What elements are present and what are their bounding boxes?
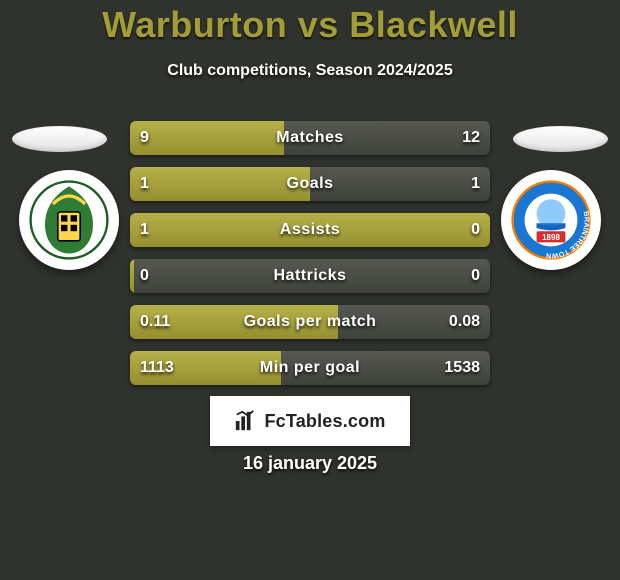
bar-segment-right — [134, 259, 490, 293]
bar-value-right: 0.08 — [449, 305, 480, 339]
bar-segment-left — [130, 213, 490, 247]
chart-icon — [234, 410, 256, 432]
bar-value-left: 1 — [140, 213, 149, 247]
stat-bar-row: Hattricks00 — [130, 259, 490, 293]
page-title: Warburton vs Blackwell — [0, 4, 620, 46]
bar-value-right: 12 — [462, 121, 480, 155]
bar-value-right: 1538 — [444, 351, 480, 385]
stat-bars: Matches912Goals11Assists10Hattricks00Goa… — [130, 121, 490, 397]
stat-bar-row: Matches912 — [130, 121, 490, 155]
page-subtitle: Club competitions, Season 2024/2025 — [0, 62, 620, 80]
bar-segment-left — [130, 121, 284, 155]
bar-segment-right — [284, 121, 490, 155]
stat-bar-row: Goals per match0.110.08 — [130, 305, 490, 339]
bar-segment-left — [130, 167, 310, 201]
attribution-text: FcTables.com — [264, 411, 385, 432]
bar-value-right: 0 — [471, 213, 480, 247]
pedestal-ellipse-left — [12, 126, 107, 152]
crest-left — [19, 170, 119, 270]
bar-value-left: 1 — [140, 167, 149, 201]
bar-value-left: 0.11 — [140, 305, 170, 339]
bar-value-right: 0 — [471, 259, 480, 293]
pedestal-ellipse-right — [513, 126, 608, 152]
comparison-infographic: Warburton vs Blackwell Club competitions… — [0, 0, 620, 580]
bar-segment-right — [310, 167, 490, 201]
crest-right-year: 1898 — [542, 233, 560, 242]
attribution-badge: FcTables.com — [210, 396, 410, 446]
stat-bar-row: Goals11 — [130, 167, 490, 201]
date-label: 16 january 2025 — [0, 453, 620, 474]
crest-right: 1898 BRAINTREE TOWN — [501, 170, 601, 270]
bar-value-left: 1113 — [140, 351, 174, 385]
bar-value-left: 9 — [140, 121, 149, 155]
bar-value-left: 0 — [140, 259, 149, 293]
crest-right-icon: 1898 BRAINTREE TOWN — [511, 180, 591, 260]
stat-bar-row: Min per goal11131538 — [130, 351, 490, 385]
bar-value-right: 1 — [471, 167, 480, 201]
stat-bar-row: Assists10 — [130, 213, 490, 247]
crest-left-icon — [29, 180, 109, 260]
